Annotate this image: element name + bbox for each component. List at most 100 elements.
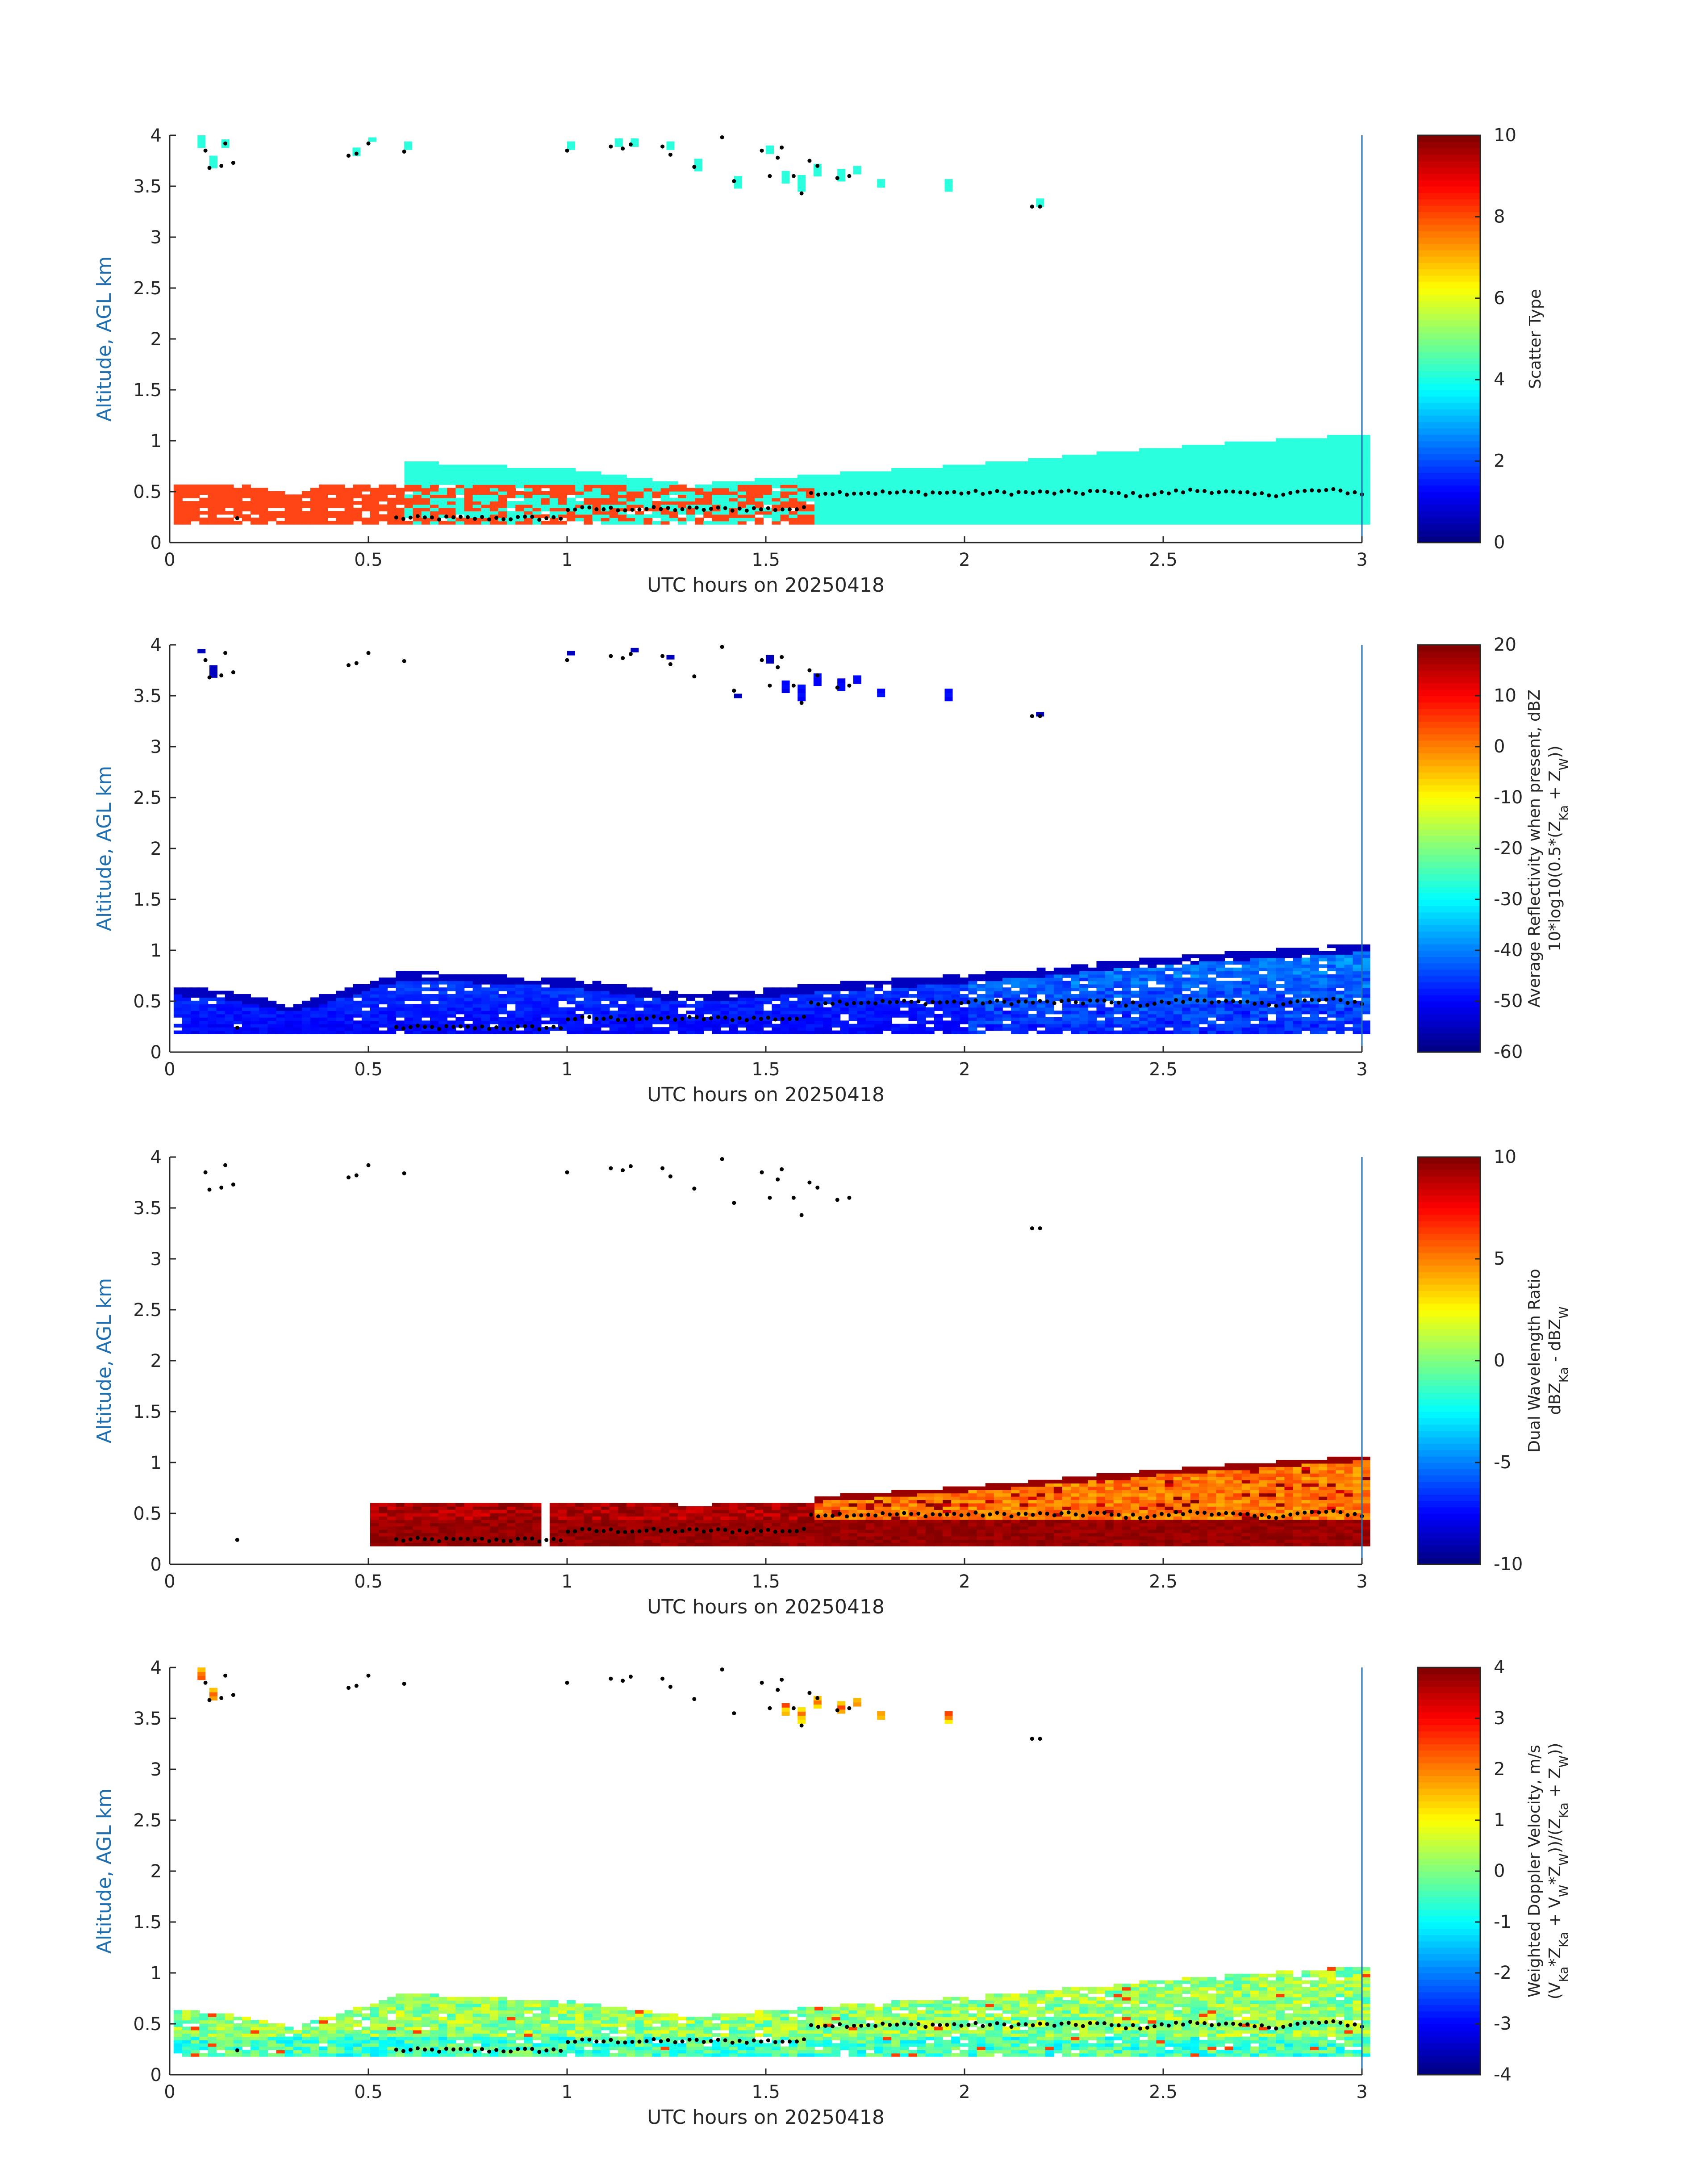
data-cell xyxy=(1344,488,1353,492)
data-cell xyxy=(336,1007,345,1011)
marker-dot xyxy=(802,505,806,510)
data-cell xyxy=(242,514,251,518)
data-cell xyxy=(1131,471,1140,475)
data-cell xyxy=(481,494,490,498)
data-cell xyxy=(874,507,883,512)
data-cell xyxy=(951,1014,960,1018)
data-cell xyxy=(1276,458,1285,462)
data-cell xyxy=(353,1007,362,1011)
data-cell xyxy=(1241,1027,1251,1031)
data-cell xyxy=(353,987,362,991)
data-cell xyxy=(746,511,755,515)
data-cell xyxy=(515,1007,525,1011)
data-cell xyxy=(1233,461,1242,465)
data-cell xyxy=(1105,1030,1114,1034)
data-cell xyxy=(1002,1004,1011,1008)
data-cell xyxy=(532,990,542,994)
data-cell xyxy=(182,990,191,994)
data-cell xyxy=(1028,464,1037,468)
data-cell xyxy=(361,987,371,991)
data-cell xyxy=(242,1000,251,1005)
data-cell xyxy=(284,1030,294,1034)
data-cell xyxy=(609,481,618,485)
data-cell xyxy=(1344,994,1353,998)
data-cell xyxy=(336,521,345,525)
data-cell xyxy=(737,507,747,512)
data-cell xyxy=(1267,1027,1277,1031)
data-cell xyxy=(370,990,379,994)
data-cell xyxy=(1071,497,1080,501)
data-cell xyxy=(1310,961,1319,965)
data-cell xyxy=(1131,1017,1140,1021)
data-cell xyxy=(1165,997,1174,1001)
data-cell xyxy=(1361,494,1370,498)
data-cell xyxy=(1336,441,1345,445)
data-cell xyxy=(1002,1017,1011,1021)
data-cell xyxy=(1361,1024,1370,1028)
data-cell xyxy=(848,478,858,482)
data-cell xyxy=(1233,1007,1242,1011)
data-cell xyxy=(1284,471,1294,475)
data-cell xyxy=(968,977,977,982)
data-cell xyxy=(626,1007,635,1011)
data-cell xyxy=(720,997,730,1001)
data-cell xyxy=(1344,957,1353,961)
colorbar-swatch xyxy=(1418,148,1480,155)
data-cell xyxy=(1165,964,1174,968)
data-cell xyxy=(1148,478,1157,482)
data-cell xyxy=(421,461,430,465)
data-cell xyxy=(1028,1020,1037,1024)
data-cell xyxy=(396,488,405,492)
data-cell xyxy=(1361,954,1370,958)
data-cell xyxy=(1096,504,1106,508)
marker-dot xyxy=(623,508,627,513)
marker-dot xyxy=(219,163,224,168)
data-cell xyxy=(660,507,670,512)
data-cell xyxy=(609,501,618,505)
data-cell xyxy=(1071,1024,1080,1028)
y-tick-label: 2.5 xyxy=(133,278,162,299)
data-cell xyxy=(763,511,773,515)
data-cell xyxy=(421,478,430,482)
data-cell xyxy=(1173,497,1182,501)
data-cell xyxy=(1113,468,1123,472)
data-cell xyxy=(763,990,773,994)
data-cell xyxy=(1216,464,1225,468)
data-cell xyxy=(524,501,533,505)
data-cell xyxy=(609,491,618,495)
data-cell xyxy=(319,494,328,498)
data-cell xyxy=(233,494,242,498)
data-cell xyxy=(865,511,875,515)
data-cell xyxy=(1053,497,1063,501)
data-cell xyxy=(251,1027,260,1031)
data-cell xyxy=(421,1027,430,1031)
data-cell xyxy=(208,485,217,489)
data-cell xyxy=(763,994,773,998)
data-cell xyxy=(447,504,456,508)
data-cell xyxy=(874,1017,883,1021)
data-cell xyxy=(1336,961,1345,965)
data-cell xyxy=(1096,990,1106,994)
data-cell xyxy=(1113,451,1123,455)
data-cell xyxy=(361,507,371,512)
data-cell xyxy=(1327,461,1336,465)
data-cell xyxy=(1045,1017,1054,1021)
data-cell xyxy=(951,507,960,512)
data-cell xyxy=(840,474,849,479)
data-cell xyxy=(944,179,953,184)
data-cell xyxy=(917,1020,926,1024)
data-cell xyxy=(455,481,465,485)
data-cell xyxy=(532,488,542,492)
data-cell xyxy=(524,485,533,489)
data-cell xyxy=(191,1004,200,1008)
data-cell xyxy=(1011,981,1020,985)
data-cell xyxy=(225,497,234,501)
data-cell xyxy=(1045,481,1054,485)
data-cell xyxy=(614,142,623,147)
data-cell xyxy=(1173,518,1182,522)
data-cell xyxy=(1105,997,1114,1001)
data-cell xyxy=(515,514,525,518)
data-cell xyxy=(242,1014,251,1018)
data-cell xyxy=(225,521,234,525)
data-cell xyxy=(1028,994,1037,998)
